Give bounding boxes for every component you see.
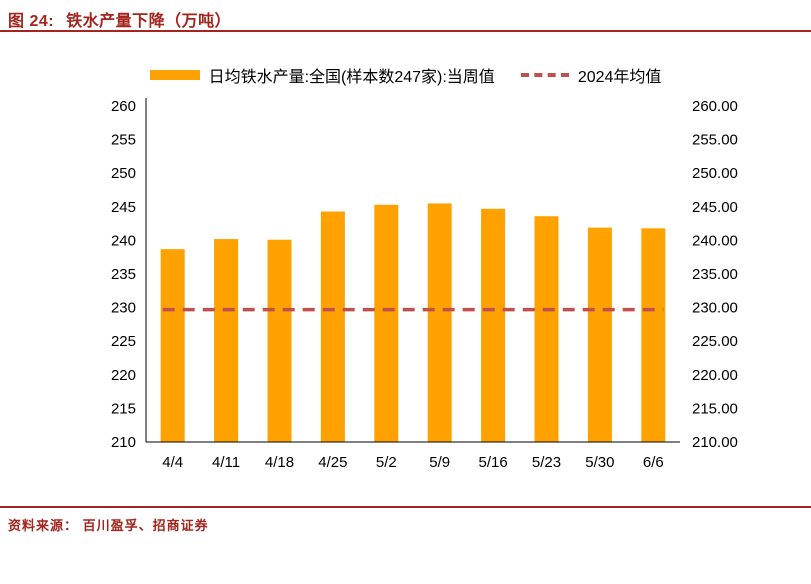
x-axis-label: 5/2	[376, 454, 397, 471]
bar-swatch-icon	[149, 70, 200, 80]
bar	[427, 203, 452, 442]
source-note: 资料来源： 百川盈孚、招商证券	[8, 518, 209, 533]
y-axis-label-left: 240	[111, 232, 136, 249]
bar	[641, 228, 666, 442]
figure-title: 铁水产量下降（万吨）	[66, 13, 232, 30]
y-axis-label-right: 260.00	[692, 98, 738, 115]
y-axis-label-right: 255.00	[692, 132, 738, 149]
y-axis-label-left: 230	[111, 300, 136, 317]
bar	[587, 227, 612, 442]
bar	[320, 211, 345, 442]
legend-item-average-line: 2024年均值	[520, 63, 662, 87]
x-axis-label: 5/9	[429, 454, 450, 471]
bar	[374, 204, 399, 442]
x-axis-label: 4/4	[162, 454, 183, 471]
y-axis-label-left: 250	[111, 165, 136, 182]
y-axis-label-left: 220	[111, 367, 136, 384]
figure-header: 图 24: 铁水产量下降（万吨）	[8, 7, 231, 31]
dashed-line-swatch-icon	[520, 73, 569, 77]
y-axis-label-right: 220.00	[692, 367, 738, 384]
footer-divider	[0, 506, 811, 508]
x-axis-label: 6/6	[643, 454, 664, 471]
y-axis-label-right: 245.00	[692, 199, 738, 216]
figure-number: 图 24:	[8, 13, 55, 30]
bar	[534, 216, 559, 442]
x-axis-label: 4/18	[265, 454, 294, 471]
y-axis-label-right: 215.00	[692, 400, 738, 417]
y-axis-label-right: 210.00	[692, 434, 738, 451]
x-axis-label: 5/30	[585, 454, 614, 471]
y-axis-label-right: 240.00	[692, 232, 738, 249]
y-axis-label-left: 210	[111, 434, 136, 451]
legend-line-label: 2024年均值	[577, 69, 662, 86]
x-axis-label: 4/25	[318, 454, 347, 471]
y-axis-label-left: 255	[111, 132, 136, 149]
bar-chart: 210 210.00 215 215.00 220 220.00 225 225.00 230 2…	[111, 98, 738, 471]
x-axis-label: 4/11	[212, 454, 240, 471]
y-axis-label-left: 235	[111, 266, 136, 283]
bar	[481, 208, 506, 442]
chart-area: 210 210.00 215 215.00 220 220.00 225 225.00 230 2…	[88, 90, 758, 489]
bar	[160, 249, 185, 442]
y-axis-label-left: 260	[111, 98, 136, 115]
y-axis-label-left: 215	[111, 400, 136, 417]
x-axis-label: 5/23	[532, 454, 561, 471]
x-axis-label: 5/16	[478, 454, 507, 471]
y-axis-label-right: 230.00	[692, 300, 738, 317]
chart-legend: 日均铁水产量:全国(样本数247家):当周值 2024年均值	[0, 63, 811, 87]
y-axis-label-left: 225	[111, 333, 136, 350]
y-axis-label-right: 235.00	[692, 266, 738, 283]
y-axis-label-left: 245	[111, 199, 136, 216]
bar	[214, 239, 239, 442]
bar	[267, 239, 292, 442]
y-axis-label-right: 250.00	[692, 165, 738, 182]
legend-bar-label: 日均铁水产量:全国(样本数247家):当周值	[208, 69, 495, 86]
y-axis-label-right: 225.00	[692, 333, 738, 350]
legend-item-bar-series: 日均铁水产量:全国(样本数247家):当周值	[149, 63, 495, 87]
header-divider	[0, 30, 811, 32]
